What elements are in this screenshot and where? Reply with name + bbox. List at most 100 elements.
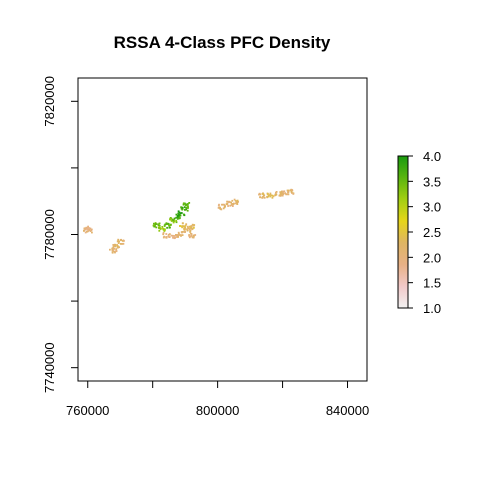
raster-cell (156, 223, 158, 225)
raster-cell (188, 235, 190, 237)
raster-cell (287, 193, 289, 195)
raster-cell (86, 231, 88, 233)
y-tick-label: 7780000 (42, 209, 57, 260)
raster-cell (187, 227, 189, 229)
raster-cell (175, 234, 177, 236)
legend-tick-label: 1.0 (423, 301, 441, 316)
raster-cell (261, 197, 263, 199)
raster-cell (115, 250, 117, 252)
raster-cell (282, 191, 284, 193)
raster-patch (162, 232, 170, 239)
raster-cell (234, 199, 236, 201)
raster-cell (163, 232, 165, 234)
raster-cell (227, 205, 229, 207)
raster-cell (163, 236, 165, 238)
raster-cell (191, 228, 193, 230)
raster-cell (219, 208, 221, 210)
raster-cell (178, 210, 180, 212)
raster-patch (258, 192, 265, 198)
raster-cell (170, 224, 172, 226)
raster-layer (83, 189, 294, 254)
raster-cell (226, 203, 228, 205)
raster-cell (185, 223, 187, 225)
raster-cell (285, 193, 287, 195)
legend-tick-label: 4.0 (423, 149, 441, 164)
raster-cell (158, 224, 160, 226)
raster-cell (229, 205, 231, 207)
raster-cell (118, 242, 120, 244)
raster-cell (165, 237, 167, 239)
raster-cell (177, 218, 179, 220)
raster-cell (272, 195, 274, 197)
x-tick-label: 800000 (196, 403, 239, 418)
raster-cell (292, 193, 294, 195)
raster-cell (223, 208, 225, 210)
raster-cell (115, 246, 117, 248)
raster-cell (193, 236, 195, 238)
raster-cell (118, 246, 120, 248)
raster-cell (169, 227, 171, 229)
raster-cell (155, 227, 157, 229)
x-axis: 760000 800000 840000 (66, 381, 369, 418)
raster-cell (178, 218, 180, 220)
raster-cell (169, 233, 171, 235)
raster-cell (172, 219, 174, 221)
raster-cell (174, 237, 176, 239)
raster-cell (179, 225, 181, 227)
raster-cell (184, 231, 186, 233)
raster-cell (158, 227, 160, 229)
raster-cell (181, 226, 183, 228)
raster-cell (182, 222, 184, 224)
raster-cell (231, 200, 233, 202)
raster-cell (263, 194, 265, 196)
legend-tick-label: 2.5 (423, 225, 441, 240)
raster-cell (268, 194, 270, 196)
raster-cell (193, 227, 195, 229)
color-legend: 1.0 1.5 2.0 2.5 3.0 3.5 4.0 (398, 149, 441, 316)
raster-cell (91, 229, 93, 231)
legend-tick-label: 2.0 (423, 250, 441, 265)
raster-cell (183, 214, 185, 216)
y-tick-label: 7820000 (42, 76, 57, 127)
raster-cell (236, 202, 238, 204)
raster-patch (177, 210, 186, 217)
raster-cell (272, 197, 274, 199)
raster-cell (164, 225, 166, 227)
raster-cell (177, 234, 179, 236)
raster-cell (177, 215, 179, 217)
raster-cell (177, 236, 179, 238)
raster-patch (164, 222, 172, 228)
raster-cell (270, 193, 272, 195)
legend-tick-label: 3.0 (423, 200, 441, 215)
raster-cell (112, 244, 114, 246)
raster-cell (288, 190, 290, 192)
raster-cell (117, 241, 119, 243)
raster-cell (168, 235, 170, 237)
raster-cell (259, 196, 261, 198)
raster-cell (175, 220, 177, 222)
raster-cell (275, 194, 277, 196)
raster-cell (182, 207, 184, 209)
y-axis: 774000077800007820000 (42, 76, 78, 393)
raster-cell (259, 194, 261, 196)
raster-cell (181, 232, 183, 234)
legend-color-bar (398, 156, 408, 308)
raster-cell (218, 204, 220, 206)
raster-cell (194, 234, 196, 236)
legend-tick-label: 1.5 (423, 276, 441, 291)
raster-cell (180, 235, 182, 237)
x-tick-label: 840000 (326, 403, 369, 418)
raster-cell (166, 223, 168, 225)
raster-cell (191, 225, 193, 227)
plot-frame (78, 78, 367, 381)
raster-cell (123, 240, 125, 242)
raster-patch (287, 189, 295, 195)
raster-cell (266, 196, 268, 198)
x-tick-label: 760000 (66, 403, 109, 418)
raster-cell (168, 225, 170, 227)
raster-cell (162, 227, 164, 229)
chart-title: RSSA 4-Class PFC Density (114, 33, 331, 52)
raster-cell (190, 235, 192, 237)
raster-cell (117, 239, 119, 241)
